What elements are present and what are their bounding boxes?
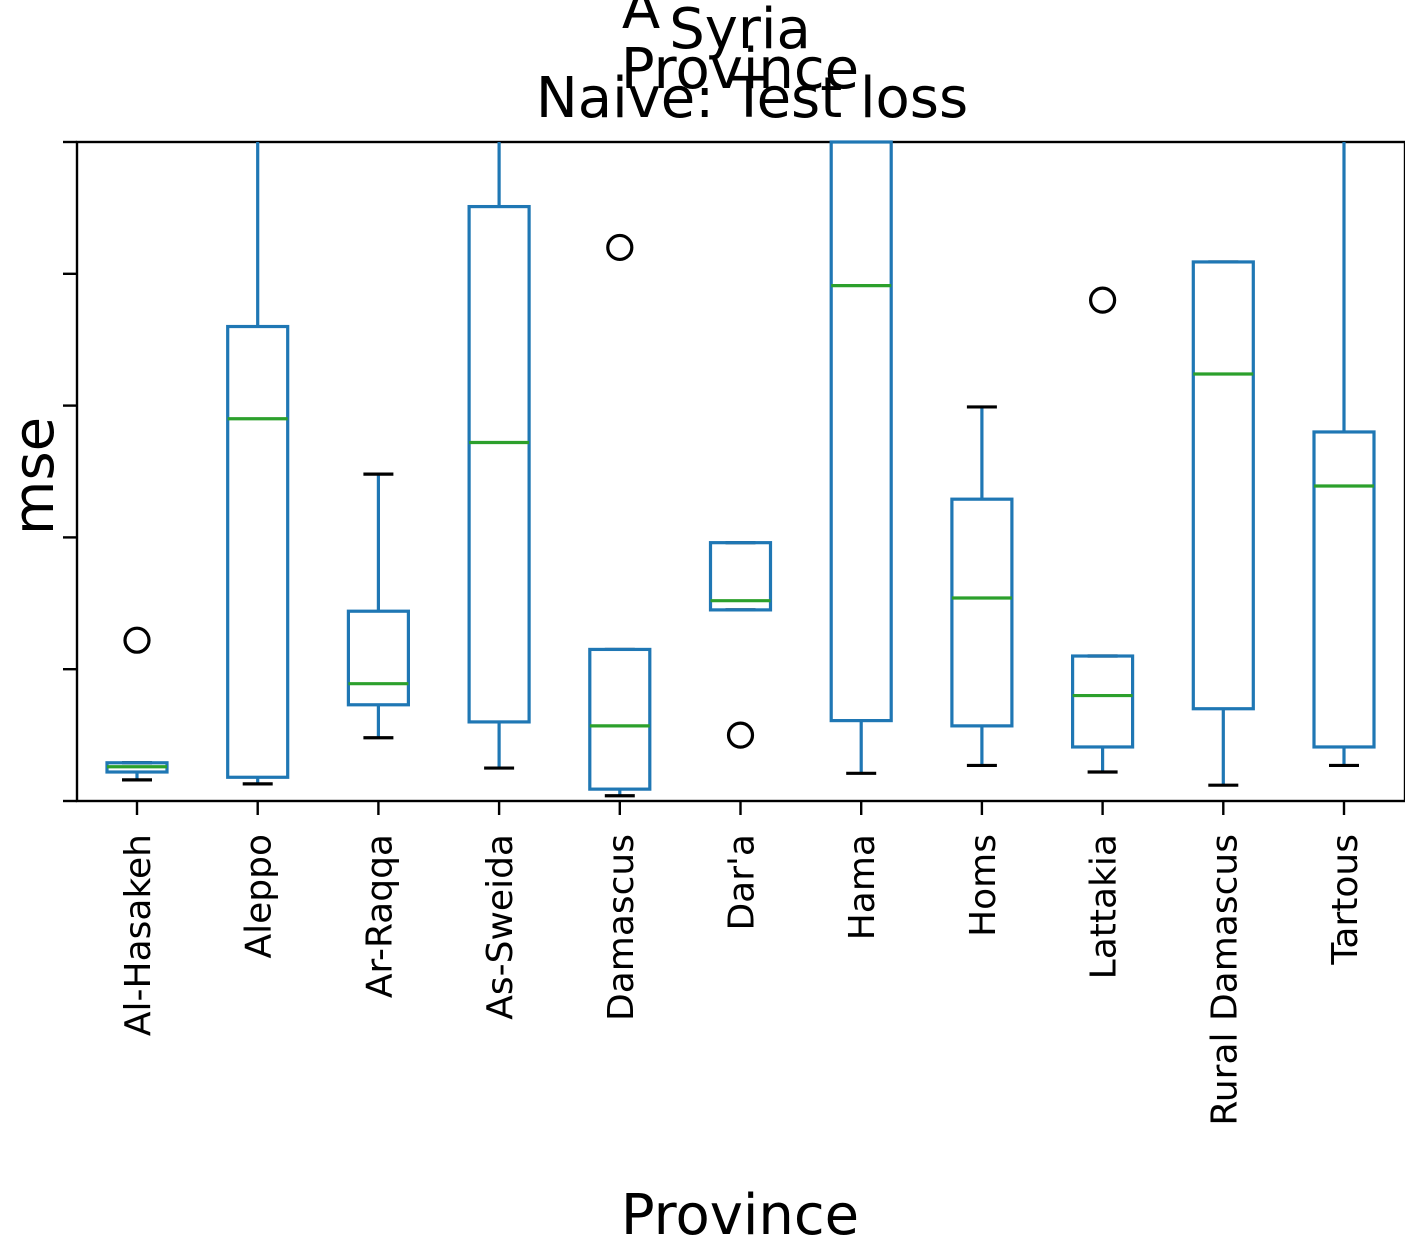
box-1-iqr [226,324,290,779]
box-6 [829,140,893,775]
chart-title: A Syria Province Naive: Test loss [536,0,968,131]
box-4-flier-0 [606,233,634,262]
box-3 [467,142,531,770]
x-tick-label-3: As-Sweida [480,834,521,1020]
plot-area-frame [75,140,1405,803]
x-tick-label-5: Dar'a [722,834,763,931]
box-6-iqr [829,140,893,723]
title-line-3: Naive: Test loss [536,66,968,131]
x-tick-label-0: Al-Hasakeh [118,834,159,1036]
title-line-1: Syria [669,0,811,62]
box-5-flier-0 [726,721,755,749]
box-10-iqr [1312,430,1376,749]
box-7 [950,405,1014,768]
box-1 [226,142,290,786]
box-4-iqr [588,647,652,791]
x-tick-label-9: Rural Damascus [1204,834,1245,1126]
x-tick-label-8: Lattakia [1084,834,1125,979]
x-tick-label-10: Tartous [1325,834,1366,966]
box-9-iqr [1191,260,1255,711]
title-line-2: Province [621,37,859,102]
box-5 [708,541,773,749]
x-tick-label-7: Homs [963,834,1004,937]
box-0 [105,626,169,782]
x-tick-label-4: Damascus [601,834,642,1021]
x-axis-label: Province [621,1183,859,1248]
box-2 [346,472,410,740]
y-axis-ticks [63,140,77,803]
box-10 [1312,142,1376,768]
box-4 [588,233,652,798]
box-2-iqr [346,609,410,707]
box-5-iqr [708,541,773,612]
x-tick-label-6: Hama [842,834,883,940]
box-8-flier-0 [1088,286,1117,314]
box-7-iqr [950,497,1014,728]
x-tick-label-1: Aleppo [239,834,280,959]
box-series [105,140,1376,798]
box-8-iqr [1070,654,1135,749]
x-axis-ticks [135,801,1346,815]
y-axis-label: mse [2,417,67,535]
box-9 [1191,260,1255,787]
box-3-iqr [467,204,531,724]
x-tick-label-2: Ar-Raqqa [359,834,400,998]
x-tick-labels: Al-Hasakeh Aleppo Ar-Raqqa As-Sweida Damascu… [118,834,1366,1126]
title-fragment: A [622,0,660,42]
box-0-flier-0 [123,626,151,654]
box-8 [1070,286,1135,774]
